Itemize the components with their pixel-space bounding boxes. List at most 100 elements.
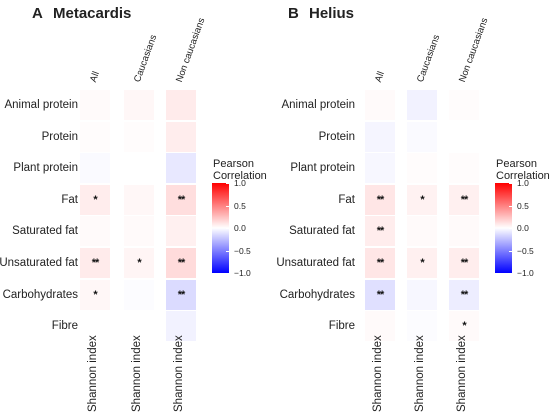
significance-marker: ** — [376, 288, 385, 301]
significance-marker: ** — [177, 193, 186, 206]
heatmap-cell — [365, 90, 395, 120]
row-label: Carbohydrates — [2, 288, 78, 301]
heatmap-cell — [80, 153, 110, 184]
legend-tick-mark — [226, 228, 229, 229]
heatmap-cell — [80, 90, 110, 120]
heatmap-cell — [124, 184, 154, 215]
significance-marker: * — [420, 257, 424, 269]
row-label: Animal protein — [281, 99, 355, 111]
x-axis-label: Shannon index — [173, 335, 185, 412]
heatmap-cell — [407, 153, 437, 184]
heatmap-cell — [166, 121, 196, 152]
panel-a-title: Metacardis — [53, 5, 132, 22]
significance-marker: ** — [177, 257, 186, 269]
x-axis-label: Shannon index — [456, 335, 468, 412]
heatmap-cell — [166, 90, 196, 120]
row-label: Unsaturated fat — [276, 257, 355, 269]
heatmap-cell — [407, 216, 437, 247]
heatmap-cell — [449, 279, 479, 310]
heatmap-cell — [124, 311, 154, 342]
legend-tick-label: 1.0 — [234, 178, 246, 188]
x-axis-label: Shannon index — [372, 335, 384, 412]
row-label: Saturated fat — [289, 225, 355, 238]
heatmap-cell — [80, 121, 110, 152]
panel-a: A Metacardis — [32, 5, 132, 22]
legend-tick-label: 0.5 — [234, 200, 246, 211]
significance-marker: ** — [177, 288, 186, 301]
legend-title: Pearson Correlation — [496, 158, 550, 182]
row-label: Protein — [318, 130, 355, 143]
significance-marker: * — [93, 288, 97, 301]
heatmap-cell — [407, 279, 437, 310]
row-label: Plant protein — [13, 162, 78, 175]
significance-marker: * — [93, 193, 97, 206]
legend-tick-label: −1.0 — [517, 268, 534, 278]
heatmap-cell — [449, 184, 479, 215]
heatmap-cell — [166, 216, 196, 247]
legend-tick-mark — [509, 205, 512, 207]
heatmap-cell — [124, 279, 154, 310]
row-label: Fat — [61, 193, 78, 206]
legend-colorbar — [495, 183, 512, 273]
heatmap-cell — [365, 121, 395, 152]
heatmap-cell — [365, 153, 395, 184]
significance-marker: * — [420, 193, 424, 206]
row-label: Saturated fat — [12, 225, 78, 238]
heatmap-cell — [80, 184, 110, 215]
row-label: Fibre — [51, 320, 78, 333]
x-axis-label: Shannon index — [87, 335, 99, 412]
heatmap-cell — [166, 279, 196, 310]
heatmap-cell — [449, 216, 479, 247]
heatmap-cell — [407, 90, 437, 120]
legend-tick-mark — [226, 250, 229, 252]
significance-marker: ** — [460, 257, 469, 269]
heatmap-cell — [365, 279, 395, 310]
heatmap-cell — [449, 121, 479, 152]
heatmap-cell — [449, 248, 479, 278]
row-label: Fat — [338, 193, 355, 206]
legend-tick-mark — [226, 273, 229, 274]
significance-marker: ** — [376, 193, 385, 206]
significance-marker: ** — [91, 257, 100, 269]
legend-tick-mark — [226, 183, 229, 184]
heatmap-cell — [365, 248, 395, 278]
heatmap-cell — [124, 90, 154, 120]
legend-tick-mark — [509, 273, 512, 274]
heatmap-cell — [449, 90, 479, 120]
heatmap-cell — [124, 121, 154, 152]
heatmap-cell — [407, 248, 437, 278]
significance-marker: ** — [460, 288, 469, 301]
x-axis-label: Shannon index — [414, 335, 426, 412]
row-label: Protein — [41, 130, 78, 143]
legend-tick-label: −0.5 — [517, 245, 534, 256]
legend-tick-label: 0.0 — [234, 223, 246, 233]
heatmap-cell — [407, 311, 437, 342]
legend-colorbar — [212, 183, 229, 273]
legend-tick-mark — [509, 228, 512, 229]
heatmap-cell — [166, 311, 196, 342]
significance-marker: * — [462, 320, 466, 333]
legend-title: Pearson Correlation — [213, 158, 267, 182]
legend-tick-mark — [226, 205, 229, 207]
heatmap-cell — [407, 184, 437, 215]
heatmap-cell — [124, 216, 154, 247]
heatmap-cell — [80, 216, 110, 247]
row-label: Unsaturated fat — [0, 257, 78, 269]
legend-tick-mark — [509, 250, 512, 252]
heatmap-cell — [365, 216, 395, 247]
heatmap-cell — [80, 279, 110, 310]
legend-tick-mark — [509, 183, 512, 184]
heatmap-cell — [166, 248, 196, 278]
heatmap-cell — [166, 184, 196, 215]
heatmap-cell — [124, 153, 154, 184]
legend-tick-label: −1.0 — [234, 268, 251, 278]
row-label: Carbohydrates — [279, 288, 355, 301]
row-label: Fibre — [328, 320, 355, 333]
significance-marker: ** — [376, 225, 385, 238]
heatmap-cell — [124, 248, 154, 278]
heatmap-cell — [407, 121, 437, 152]
significance-marker: ** — [460, 193, 469, 206]
heatmap-cell — [449, 153, 479, 184]
panel-a-letter: A — [32, 5, 43, 22]
panel-b-letter: B — [288, 5, 299, 22]
